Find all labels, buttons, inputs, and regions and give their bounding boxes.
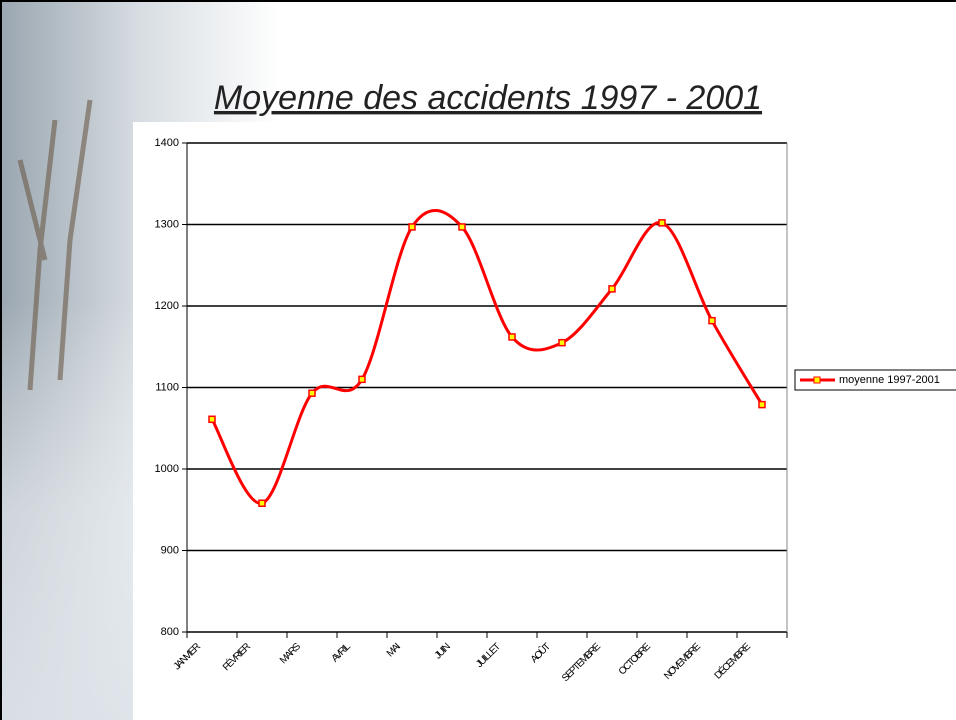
- chart: Moyenne des accidents 1997 - 2001 800 900…: [0, 0, 956, 720]
- marker: [409, 224, 415, 230]
- marker: [709, 318, 715, 324]
- y-tick-label: 1000: [155, 463, 179, 475]
- legend-marker: [814, 377, 820, 383]
- marker: [209, 416, 215, 422]
- marker: [609, 286, 615, 292]
- marker: [659, 220, 665, 226]
- y-tick-label: 1300: [155, 218, 179, 230]
- marker: [309, 390, 315, 396]
- marker: [559, 340, 565, 346]
- y-tick-label: 1400: [155, 137, 179, 149]
- chart-title: Moyenne des accidents 1997 - 2001: [214, 79, 762, 117]
- y-tick-label: 1100: [155, 381, 179, 393]
- chart-area: [133, 122, 801, 720]
- marker: [359, 376, 365, 382]
- y-tick-label: 800: [161, 626, 179, 638]
- legend-label: moyenne 1997-2001: [839, 374, 940, 386]
- slide: Moyenne des accidents 1997 - 2001 800 900…: [0, 0, 956, 720]
- marker: [509, 334, 515, 340]
- marker: [459, 224, 465, 230]
- marker: [259, 500, 265, 506]
- y-tick-label: 900: [161, 544, 179, 556]
- marker: [759, 402, 765, 408]
- y-tick-label: 1200: [155, 300, 179, 312]
